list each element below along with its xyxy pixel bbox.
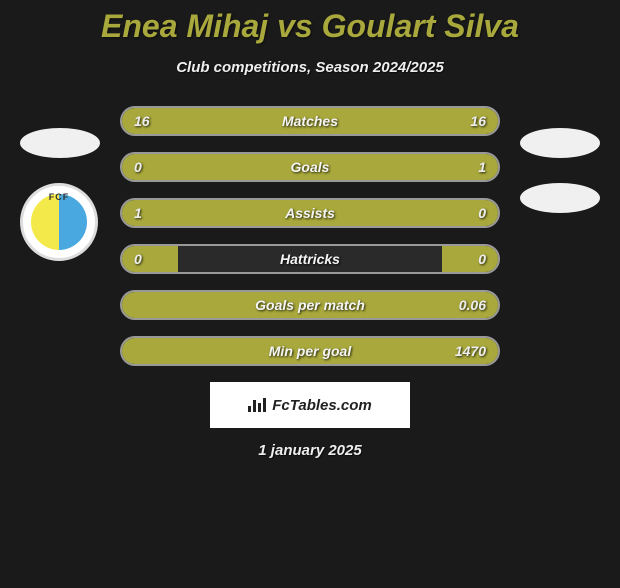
stat-label: Goals per match (255, 297, 365, 313)
stat-label: Goals (291, 159, 330, 175)
stat-left-value: 16 (134, 113, 150, 129)
stat-left-value: 0 (134, 159, 142, 175)
stat-fill-left (122, 154, 178, 180)
page-subtitle: Club competitions, Season 2024/2025 (10, 59, 610, 76)
stats-comparison: 16 Matches 16 0 Goals 1 1 Assists 0 0 Hattricks 0 Go… (120, 106, 500, 366)
stat-fill-left (122, 246, 178, 272)
player-right-avatar (520, 128, 600, 158)
stat-row: Goals per match 0.06 (120, 290, 500, 320)
stat-label: Matches (282, 113, 338, 129)
bars-icon (248, 398, 266, 412)
stat-fill-right (442, 246, 498, 272)
player-right-club-avatar (520, 183, 600, 213)
attribution-text: FcTables.com (272, 397, 371, 414)
stat-label: Hattricks (280, 251, 340, 267)
stat-right-value: 16 (470, 113, 486, 129)
stat-row: Min per goal 1470 (120, 336, 500, 366)
stat-row: 0 Goals 1 (120, 152, 500, 182)
stat-right-value: 0 (478, 251, 486, 267)
stat-row: 16 Matches 16 (120, 106, 500, 136)
page-title: Enea Mihaj vs Goulart Silva (10, 8, 610, 45)
attribution-badge[interactable]: FcTables.com (210, 382, 410, 428)
stat-right-value: 1 (478, 159, 486, 175)
stat-fill-right (442, 200, 498, 226)
stat-row: 1 Assists 0 (120, 198, 500, 228)
stat-label: Min per goal (269, 343, 351, 359)
stat-fill-left (122, 200, 442, 226)
club-badge-text: FCF (23, 192, 95, 202)
stat-right-value: 0.06 (459, 297, 486, 313)
stat-right-value: 1470 (455, 343, 486, 359)
snapshot-date: 1 january 2025 (10, 442, 610, 459)
stat-fill-right (178, 154, 498, 180)
player-left-club-badge: FCF (20, 183, 98, 261)
stat-label: Assists (285, 205, 335, 221)
stat-left-value: 1 (134, 205, 142, 221)
stat-right-value: 0 (478, 205, 486, 221)
stat-row: 0 Hattricks 0 (120, 244, 500, 274)
stat-left-value: 0 (134, 251, 142, 267)
player-left-avatar (20, 128, 100, 158)
